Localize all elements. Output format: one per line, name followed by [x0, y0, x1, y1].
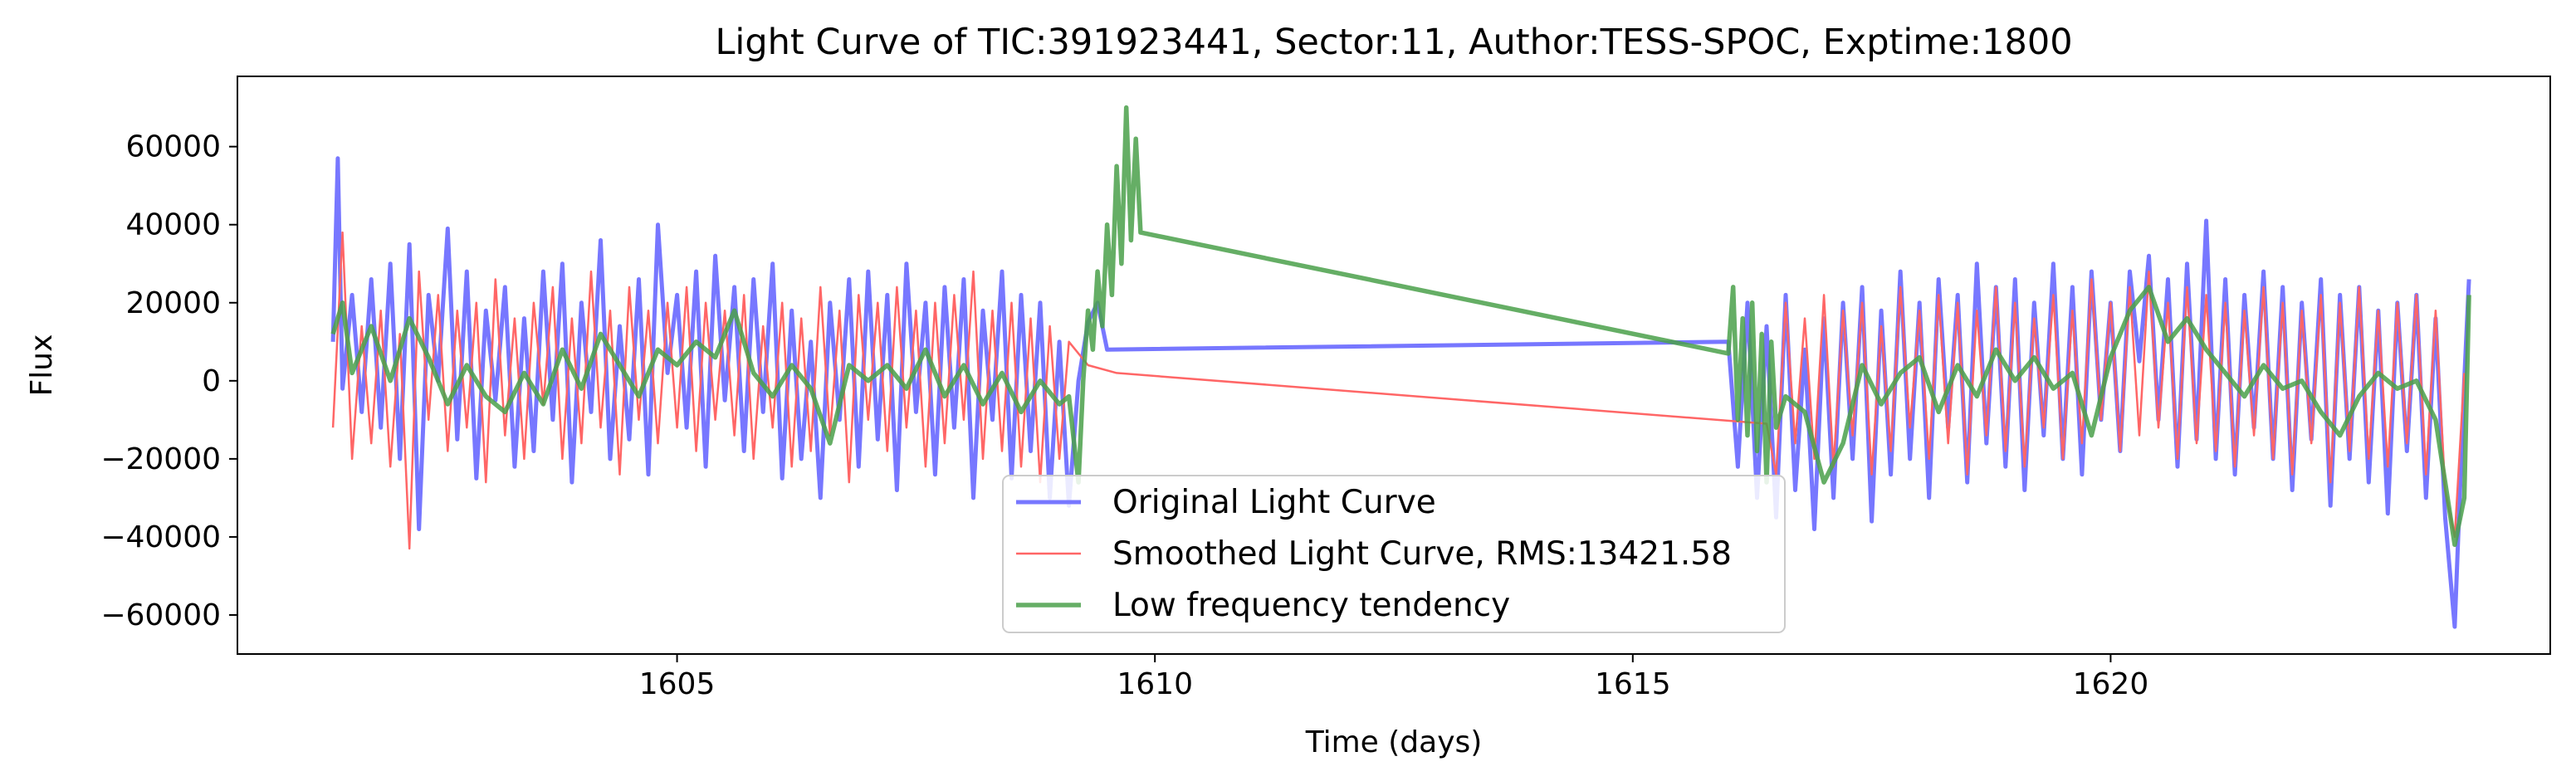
legend-frame [1002, 475, 1786, 633]
x-tick-label: 1615 [1595, 667, 1671, 701]
y-tick-label: −40000 [100, 520, 221, 554]
series-line-3 [330, 105, 2471, 548]
x-axis: 1605 1610 1615 1620 [639, 654, 2148, 701]
legend-label: Smoothed Light Curve, RMS:13421.58 [1112, 535, 1732, 573]
y-tick-label: 40000 [125, 208, 221, 242]
y-tick-label: 20000 [125, 286, 221, 320]
series-layer [330, 105, 2471, 629]
y-axis: −60000 −40000 −20000 0 20000 40000 60000 [100, 130, 237, 632]
y-tick-label: 0 [202, 364, 221, 398]
legend-label: Low frequency tendency [1112, 587, 1510, 624]
plot-area [330, 105, 2471, 629]
legend: Original Light Curve Smoothed Light Curve… [1002, 475, 1786, 633]
x-tick-label: 1605 [639, 667, 716, 701]
y-tick-label: −20000 [100, 442, 221, 476]
x-axis-label: Time (days) [1305, 725, 1483, 759]
y-axis-label: Flux [25, 334, 59, 397]
x-tick-label: 1610 [1117, 667, 1193, 701]
legend-label: Original Light Curve [1112, 484, 1436, 521]
y-tick-label: −60000 [100, 598, 221, 632]
x-tick-label: 1620 [2073, 667, 2149, 701]
plot-frame [237, 76, 2551, 655]
y-tick-label: 60000 [125, 130, 221, 164]
chart-title: Light Curve of TIC:391923441, Sector:11,… [715, 22, 2072, 63]
